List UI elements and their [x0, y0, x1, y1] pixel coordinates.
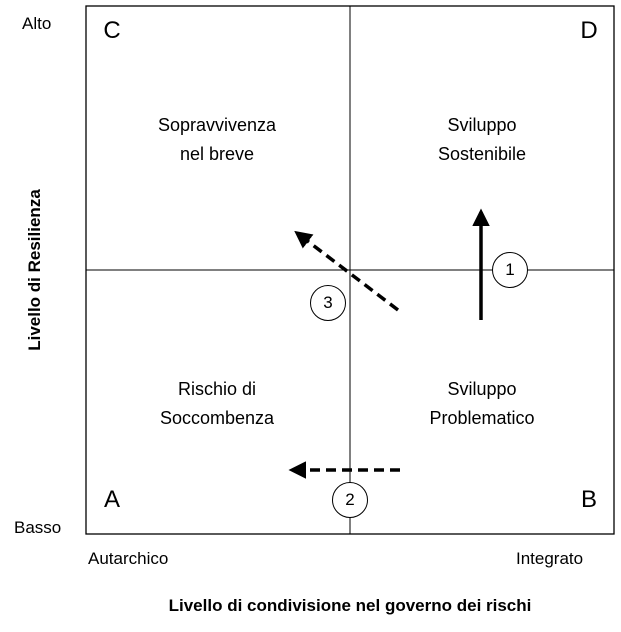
- quadrant-top-left-line-2: nel breve: [179, 144, 255, 164]
- arrow-3-dashed: [294, 230, 400, 312]
- marker-3: 3: [310, 285, 346, 321]
- quadrant-letter-b: B: [580, 486, 597, 513]
- quadrant-letter-c: C: [103, 17, 121, 44]
- y-axis-title: Livello di Resilienza: [25, 189, 44, 351]
- y-axis-top-label: Alto: [22, 14, 52, 33]
- y-axis-bottom-label: Basso: [14, 518, 62, 537]
- quadrant-bottom-right-line-2: Problematico: [429, 408, 535, 428]
- quadrant-bottom-left-label: Rischio di Soccombenza: [107, 375, 327, 433]
- quadrant-bottom-right-label: Sviluppo Problematico: [372, 375, 592, 433]
- x-axis-right-label: Integrato: [516, 549, 584, 568]
- quadrant-top-right-line-1: Sviluppo: [447, 115, 517, 135]
- x-axis-left-label: Autarchico: [88, 549, 169, 568]
- quadrant-top-left-label: Sopravvivenza nel breve: [107, 111, 327, 169]
- quadrant-bottom-left-line-2: Soccombenza: [159, 408, 275, 428]
- quadrant-top-right-label: Sviluppo Sostenibile: [372, 111, 592, 169]
- quadrant-top-left-line-1: Sopravvivenza: [157, 115, 277, 135]
- marker-2: 2: [332, 482, 368, 518]
- x-axis-title: Livello di condivisione nel governo dei …: [168, 596, 532, 615]
- quadrant-bottom-left-line-1: Rischio di: [177, 379, 257, 399]
- quadrant-bottom-right-line-1: Sviluppo: [447, 379, 517, 399]
- quadrant-letter-d: D: [580, 17, 598, 44]
- marker-1: 1: [492, 252, 528, 288]
- quadrant-letter-a: A: [103, 486, 120, 513]
- quadrant-top-right-line-2: Sostenibile: [437, 144, 527, 164]
